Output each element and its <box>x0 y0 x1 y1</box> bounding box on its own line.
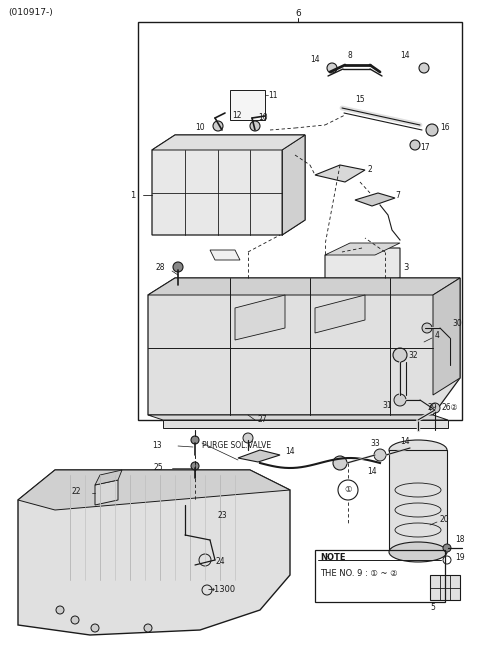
Text: 17: 17 <box>420 143 430 153</box>
Text: ①: ① <box>344 485 352 495</box>
Polygon shape <box>148 278 460 295</box>
Text: 7: 7 <box>395 191 400 200</box>
Ellipse shape <box>389 440 447 460</box>
Polygon shape <box>355 193 395 206</box>
Text: 16: 16 <box>440 124 450 132</box>
Text: 14: 14 <box>367 468 377 476</box>
Polygon shape <box>315 295 365 333</box>
Circle shape <box>243 433 253 443</box>
Polygon shape <box>148 415 448 420</box>
Circle shape <box>422 323 432 333</box>
Text: 12: 12 <box>232 111 241 119</box>
Text: 3: 3 <box>403 263 408 272</box>
Polygon shape <box>18 470 290 635</box>
Text: 1: 1 <box>130 191 135 200</box>
Text: 13: 13 <box>152 441 162 449</box>
Circle shape <box>410 140 420 150</box>
Text: 5: 5 <box>430 603 435 612</box>
Bar <box>389 450 447 550</box>
Polygon shape <box>433 278 460 395</box>
Polygon shape <box>325 248 400 285</box>
Circle shape <box>426 124 438 136</box>
Circle shape <box>374 449 386 461</box>
Circle shape <box>419 63 429 73</box>
Circle shape <box>430 403 440 413</box>
Circle shape <box>394 394 406 406</box>
Text: (010917-): (010917-) <box>8 7 53 16</box>
Text: 28: 28 <box>155 263 165 272</box>
Text: 4: 4 <box>435 331 440 339</box>
Text: THE NO. 9 : ① ~ ②: THE NO. 9 : ① ~ ② <box>320 569 397 578</box>
Text: 22: 22 <box>72 487 82 496</box>
Polygon shape <box>315 165 365 182</box>
Ellipse shape <box>389 542 447 562</box>
Circle shape <box>191 462 199 470</box>
Polygon shape <box>282 135 305 235</box>
Circle shape <box>327 63 337 73</box>
Polygon shape <box>238 450 280 462</box>
Text: 33: 33 <box>370 438 380 447</box>
Text: 26②: 26② <box>442 403 458 413</box>
Circle shape <box>144 624 152 632</box>
Text: 11: 11 <box>268 90 277 100</box>
Polygon shape <box>95 470 122 485</box>
Text: 23: 23 <box>218 510 228 519</box>
Polygon shape <box>210 250 240 260</box>
Polygon shape <box>163 420 448 428</box>
Text: 32: 32 <box>408 350 418 360</box>
Polygon shape <box>235 295 285 340</box>
Circle shape <box>71 616 79 624</box>
Circle shape <box>393 348 407 362</box>
Circle shape <box>213 121 223 131</box>
Text: 14: 14 <box>285 447 295 457</box>
Circle shape <box>191 436 199 444</box>
Polygon shape <box>430 575 460 600</box>
Text: 14: 14 <box>400 50 409 60</box>
Text: PURGE SOL.VALVE: PURGE SOL.VALVE <box>202 441 271 449</box>
Text: 14: 14 <box>400 438 409 447</box>
Text: 27: 27 <box>258 415 268 424</box>
Text: 30: 30 <box>452 318 462 328</box>
Text: 20: 20 <box>440 515 450 525</box>
Text: 31: 31 <box>382 400 392 409</box>
Text: NOTE: NOTE <box>320 553 346 563</box>
Polygon shape <box>152 135 305 235</box>
Text: 8: 8 <box>347 50 352 60</box>
Text: 10: 10 <box>258 113 268 122</box>
Text: 15: 15 <box>355 96 365 105</box>
Polygon shape <box>95 480 118 505</box>
Circle shape <box>173 262 183 272</box>
Polygon shape <box>148 278 460 415</box>
Text: 24: 24 <box>215 557 225 567</box>
Text: 6: 6 <box>295 10 301 18</box>
Circle shape <box>250 121 260 131</box>
Polygon shape <box>18 470 290 510</box>
Bar <box>138 22 462 420</box>
Polygon shape <box>230 90 265 120</box>
Polygon shape <box>325 243 400 255</box>
Text: 25: 25 <box>153 464 163 472</box>
Circle shape <box>443 544 451 552</box>
Text: 29: 29 <box>428 403 438 413</box>
Text: 14: 14 <box>310 56 320 64</box>
Text: 19: 19 <box>455 553 465 563</box>
Text: 18: 18 <box>455 536 465 544</box>
Polygon shape <box>152 135 305 150</box>
Text: 2: 2 <box>368 166 373 174</box>
Text: 10: 10 <box>195 124 204 132</box>
Text: →1300: →1300 <box>208 586 236 595</box>
Circle shape <box>56 606 64 614</box>
Bar <box>315 550 445 602</box>
Circle shape <box>91 624 99 632</box>
Circle shape <box>333 456 347 470</box>
